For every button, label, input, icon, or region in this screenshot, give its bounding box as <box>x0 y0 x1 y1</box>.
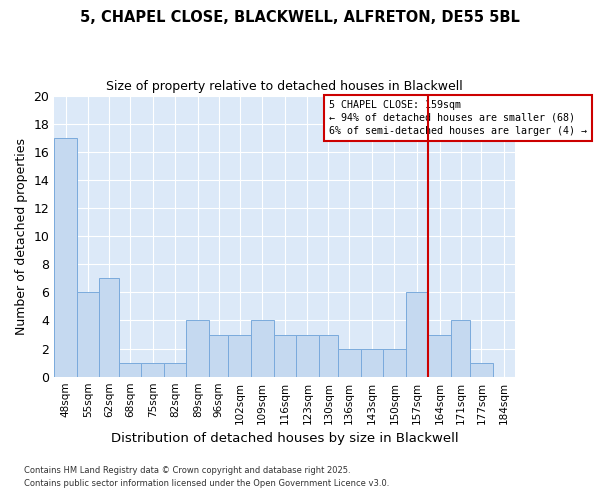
Bar <box>383 348 406 376</box>
Bar <box>451 320 470 376</box>
Bar <box>338 348 361 376</box>
X-axis label: Distribution of detached houses by size in Blackwell: Distribution of detached houses by size … <box>111 432 458 445</box>
Bar <box>361 348 383 376</box>
Y-axis label: Number of detached properties: Number of detached properties <box>15 138 28 334</box>
Bar <box>406 292 428 376</box>
Text: 5 CHAPEL CLOSE: 159sqm
← 94% of detached houses are smaller (68)
6% of semi-deta: 5 CHAPEL CLOSE: 159sqm ← 94% of detached… <box>329 100 587 136</box>
Bar <box>77 292 100 376</box>
Bar <box>187 320 209 376</box>
Title: Size of property relative to detached houses in Blackwell: Size of property relative to detached ho… <box>106 80 463 93</box>
Text: 5, CHAPEL CLOSE, BLACKWELL, ALFRETON, DE55 5BL: 5, CHAPEL CLOSE, BLACKWELL, ALFRETON, DE… <box>80 10 520 25</box>
Bar <box>470 362 493 376</box>
Bar <box>296 334 319 376</box>
Bar <box>251 320 274 376</box>
Bar <box>209 334 229 376</box>
Bar <box>274 334 296 376</box>
Bar <box>142 362 164 376</box>
Bar <box>164 362 187 376</box>
Bar <box>428 334 451 376</box>
Text: Contains HM Land Registry data © Crown copyright and database right 2025.
Contai: Contains HM Land Registry data © Crown c… <box>24 466 389 487</box>
Bar <box>229 334 251 376</box>
Bar <box>119 362 142 376</box>
Bar <box>54 138 77 376</box>
Bar <box>319 334 338 376</box>
Bar <box>100 278 119 376</box>
